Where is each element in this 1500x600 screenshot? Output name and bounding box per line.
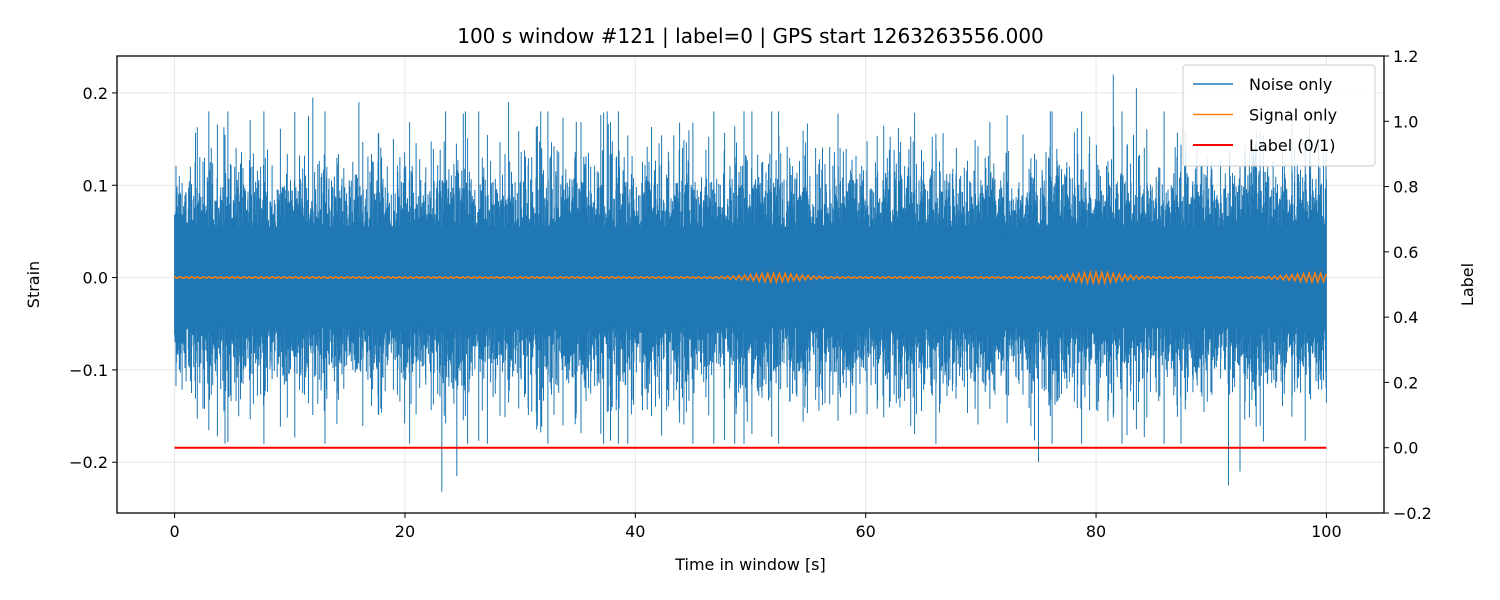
plot-layer <box>173 74 1328 492</box>
x-tick-label: 100 <box>1311 522 1342 541</box>
y2-tick-label: 1.0 <box>1393 112 1418 131</box>
tick-layer: 0 20 40 60 80 100 0.2 0.1 0.0 −0.1 −0.2 1.2 1.0 0.8 0.… <box>69 47 1432 541</box>
y2-tick-label: 0.8 <box>1393 178 1418 197</box>
legend-label-signal: Signal only <box>1249 106 1337 125</box>
y-axis-label: Strain <box>24 261 43 308</box>
y2-axis-label: Label <box>1458 263 1477 306</box>
y2-tick-label: 0.4 <box>1393 308 1418 327</box>
x-tick-label: 20 <box>395 522 415 541</box>
y-tick-label: 0.2 <box>83 84 108 103</box>
y2-tick-label: 1.2 <box>1393 47 1418 66</box>
legend-box <box>1182 64 1376 167</box>
y-tick-label: 0.0 <box>83 269 108 288</box>
y-tick-label: −0.2 <box>69 453 108 472</box>
y-tick-label: −0.1 <box>69 361 108 380</box>
noise-series-line <box>174 74 1327 492</box>
x-tick-label: 60 <box>856 522 876 541</box>
y-tick-label: 0.1 <box>83 176 108 195</box>
axes-frame <box>116 55 1385 514</box>
chart-title: 100 s window #121 | label=0 | GPS start … <box>457 24 1044 48</box>
legend-label-label: Label (0/1) <box>1249 136 1335 155</box>
x-tick-label: 40 <box>625 522 645 541</box>
y2-tick-label: −0.2 <box>1393 504 1432 523</box>
x-tick-label: 0 <box>169 522 179 541</box>
legend: Noise only Signal only Label (0/1) <box>1182 64 1376 167</box>
legend-label-noise: Noise only <box>1249 75 1332 94</box>
y2-tick-label: 0.6 <box>1393 243 1418 262</box>
x-axis-label: Time in window [s] <box>674 555 826 574</box>
x-tick-label: 80 <box>1086 522 1106 541</box>
y2-tick-label: 0.0 <box>1393 439 1418 458</box>
y2-tick-label: 0.2 <box>1393 373 1418 392</box>
signal-series-line <box>173 269 1328 286</box>
